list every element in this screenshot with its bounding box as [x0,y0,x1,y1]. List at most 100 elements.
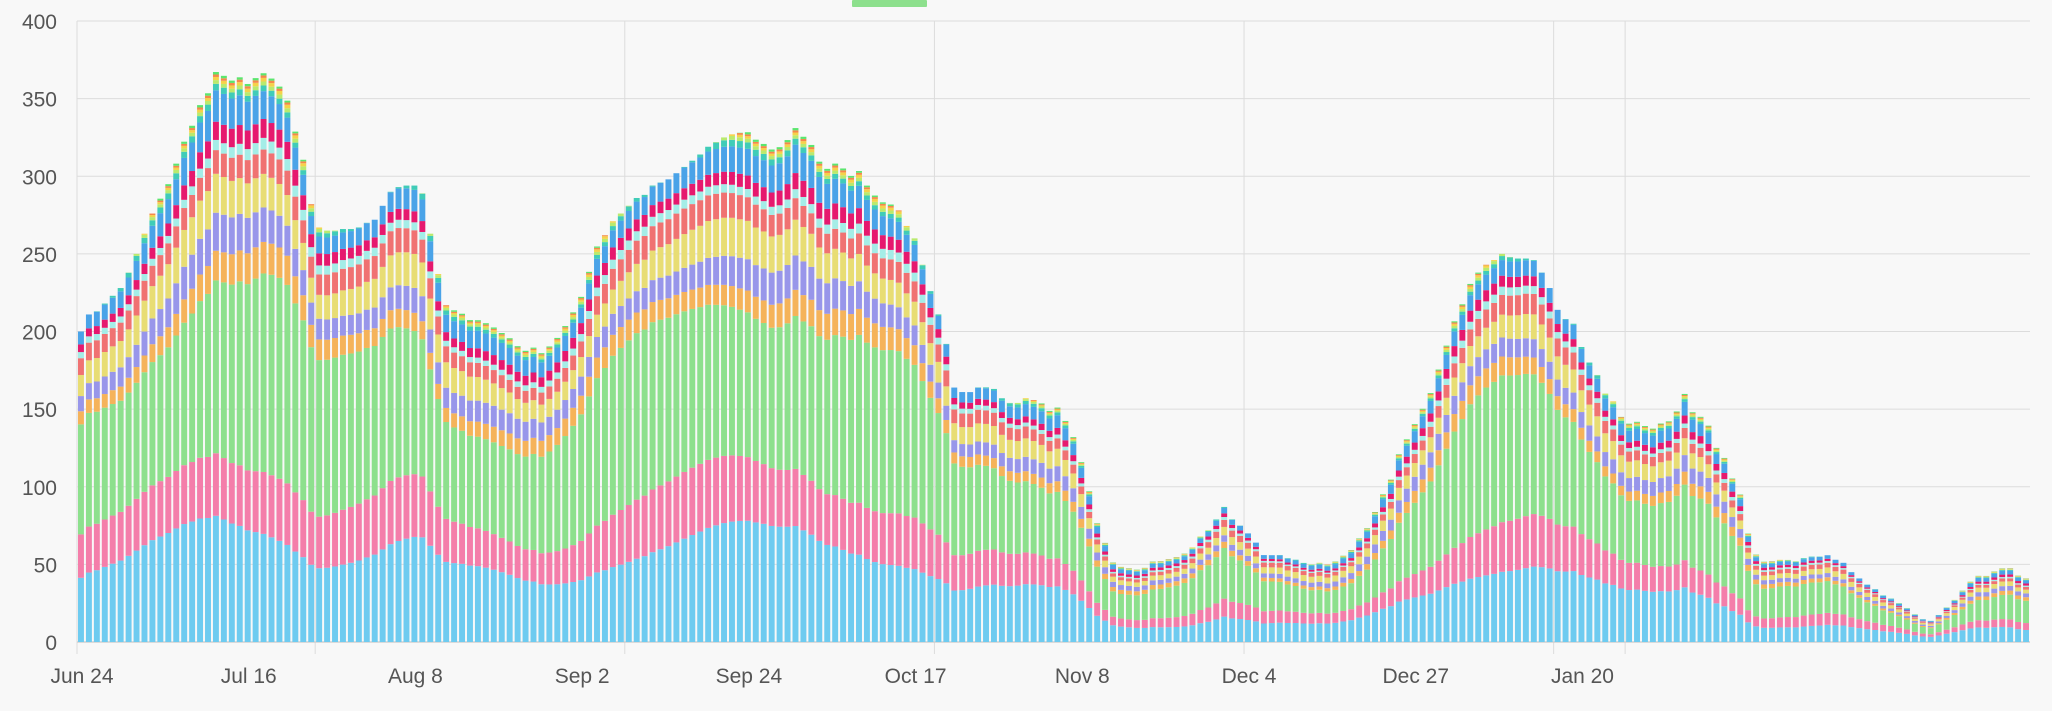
bar-segment[interactable] [1467,295,1473,310]
bar-segment[interactable] [1753,556,1759,557]
bar-segment[interactable] [562,361,568,368]
bar-segment[interactable] [1412,491,1418,503]
bar-segment[interactable] [1809,569,1815,574]
bar-segment[interactable] [1396,523,1402,581]
bar-segment[interactable] [515,438,521,454]
bar-segment[interactable] [745,189,751,197]
bar-segment[interactable] [713,458,719,526]
bar-segment[interactable] [1047,413,1053,414]
bar-segment[interactable] [1015,482,1021,553]
bar-segment[interactable] [1205,540,1211,542]
bar-segment[interactable] [1491,322,1497,344]
bar-segment[interactable] [1475,273,1481,274]
bar-segment[interactable] [1420,428,1426,436]
bar-segment[interactable] [832,203,838,219]
bar-segment[interactable] [1706,433,1712,444]
bar-segment[interactable] [689,265,695,290]
bar-segment[interactable] [388,223,394,231]
bar-segment[interactable] [1658,591,1664,642]
bar-segment[interactable] [1094,527,1100,534]
bar-segment[interactable] [1150,580,1156,585]
bar-segment[interactable] [943,345,949,357]
bar-segment[interactable] [467,323,473,325]
bar-segment[interactable] [1912,621,1918,623]
bar-segment[interactable] [927,291,933,294]
bar-segment[interactable] [1491,382,1497,526]
bar-segment[interactable] [531,350,537,352]
bar-segment[interactable] [459,320,465,324]
bar-segment[interactable] [1713,449,1719,450]
bar-segment[interactable] [261,81,267,85]
bar-segment[interactable] [205,294,211,457]
bar-segment[interactable] [1340,583,1346,587]
bar-segment[interactable] [110,322,116,328]
bar-segment[interactable] [1205,530,1211,531]
bar-segment[interactable] [538,377,544,387]
bar-segment[interactable] [1047,437,1053,441]
bar-segment[interactable] [1983,621,1989,628]
bar-segment[interactable] [689,195,695,204]
bar-segment[interactable] [1745,536,1751,537]
bar-segment[interactable] [1777,578,1783,582]
bar-segment[interactable] [1499,295,1505,315]
bar-segment[interactable] [443,308,449,310]
bar-segment[interactable] [769,468,775,526]
bar-segment[interactable] [546,584,552,642]
bar-segment[interactable] [785,208,791,229]
bar-segment[interactable] [586,283,592,299]
bar-segment[interactable] [1293,566,1299,567]
bar-segment[interactable] [1872,592,1878,593]
bar-segment[interactable] [1983,584,1989,585]
bar-segment[interactable] [1475,275,1481,277]
bar-segment[interactable] [1118,577,1124,580]
bar-segment[interactable] [1666,591,1672,642]
bar-segment[interactable] [1277,582,1283,611]
bar-segment[interactable] [165,477,171,533]
bar-segment[interactable] [292,276,298,303]
bar-segment[interactable] [1571,571,1577,642]
bar-segment[interactable] [1594,543,1600,579]
bar-segment[interactable] [451,317,457,321]
bar-segment[interactable] [594,378,600,525]
bar-segment[interactable] [840,172,846,175]
bar-segment[interactable] [197,152,203,168]
bar-segment[interactable] [983,388,989,399]
bar-segment[interactable] [269,475,275,537]
bar-segment[interactable] [1960,598,1966,600]
bar-segment[interactable] [149,318,155,344]
bar-segment[interactable] [665,318,671,482]
bar-segment[interactable] [1396,602,1402,642]
bar-segment[interactable] [1404,444,1410,446]
bar-segment[interactable] [777,235,783,271]
bar-segment[interactable] [824,184,830,209]
bar-segment[interactable] [253,532,259,642]
bar-segment[interactable] [793,139,799,145]
bar-segment[interactable] [1674,419,1680,432]
bar-segment[interactable] [769,215,775,237]
bar-segment[interactable] [888,206,894,208]
bar-segment[interactable] [1936,632,1942,635]
bar-segment[interactable] [1833,577,1839,581]
bar-segment[interactable] [1761,589,1767,619]
bar-segment[interactable] [896,513,902,565]
bar-segment[interactable] [753,146,759,150]
bar-segment[interactable] [800,181,806,197]
bar-segment[interactable] [1134,579,1140,582]
bar-segment[interactable] [769,193,775,207]
bar-segment[interactable] [300,320,306,500]
bar-segment[interactable] [221,458,227,519]
bar-segment[interactable] [705,147,711,152]
bar-segment[interactable] [658,485,664,549]
bar-segment[interactable] [1571,347,1577,353]
bar-segment[interactable] [1737,529,1743,538]
bar-segment[interactable] [1706,430,1712,432]
bar-segment[interactable] [284,112,290,117]
bar-segment[interactable] [411,186,417,190]
bar-segment[interactable] [316,274,322,294]
bar-segment[interactable] [1475,319,1481,336]
bar-segment[interactable] [1936,623,1942,624]
bar-segment[interactable] [578,541,584,580]
bar-segment[interactable] [872,205,878,209]
bar-segment[interactable] [142,332,148,356]
bar-segment[interactable] [1475,533,1481,577]
